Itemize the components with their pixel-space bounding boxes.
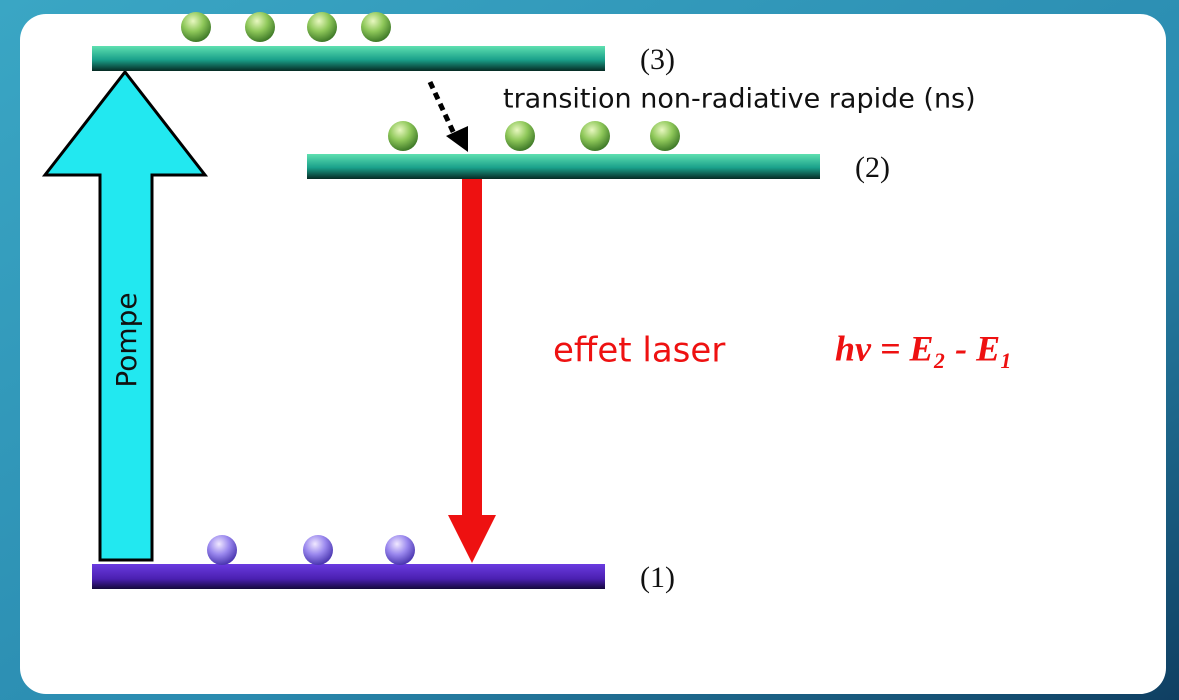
laser-arrow [462, 179, 482, 517]
laser-label: effet laser [553, 331, 725, 371]
transition-label: transition non-radiative rapide (ns) [503, 84, 976, 115]
diagram: Pompe (3) transition non-radiative rapid… [0, 0, 1179, 700]
level-3 [92, 46, 605, 71]
level-1-label: (1) [640, 561, 675, 594]
pump-label: Pompe [110, 292, 143, 387]
level-1 [92, 564, 605, 589]
level-2-label: (2) [855, 151, 890, 184]
level-2 [307, 154, 820, 179]
laser-formula: hν = E₂ - E₁ [835, 328, 1013, 368]
level-3-label: (3) [640, 43, 675, 76]
